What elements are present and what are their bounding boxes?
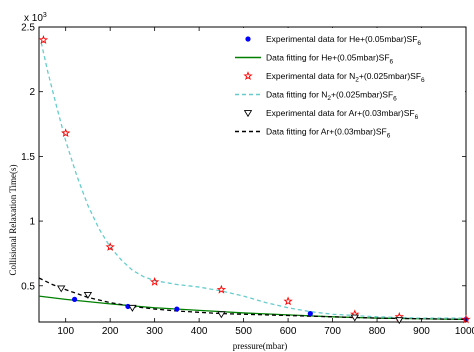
legend-entry-1: Data fitting for He+(0.05mbar)SF6 [266, 53, 394, 66]
x-tick-label-2: 300 [146, 326, 163, 337]
legend-background [231, 28, 465, 145]
x-tick-label-7: 800 [369, 326, 386, 337]
y-tick-label-3: 2 [29, 87, 35, 98]
y-axis-label: Collisional Relaxation Time(s) [8, 164, 18, 275]
legend-entry-3: Data fitting for N2+(0.025mbar)SF6 [266, 90, 397, 103]
data-point-2-0 [38, 35, 49, 44]
legend-marker-0 [245, 36, 251, 42]
y-tick-label-2: 1.5 [21, 152, 35, 163]
x-tick-label-0: 100 [57, 326, 74, 337]
y-tick-label-4: 2.5 [21, 23, 35, 34]
data-point-2-5 [283, 296, 293, 306]
data-point-4-3 [217, 311, 226, 319]
data-point-0-0 [71, 296, 78, 302]
x-tick-label-4: 500 [235, 326, 252, 337]
y-tick-label-0: 0.5 [21, 281, 35, 292]
x-tick-label-6: 700 [324, 326, 341, 337]
series-line-3 [40, 42, 466, 319]
data-point-4-1 [83, 291, 93, 299]
legend-entry-0: Experimental data for He+(0.05mbar)SF6 [266, 34, 421, 47]
y-tick-label-1: 1 [29, 217, 35, 228]
x-axis-label: pressure(mbar) [233, 341, 287, 351]
data-point-2-2 [105, 242, 115, 251]
data-point-4-2 [128, 304, 137, 312]
legend-entry-2: Experimental data for N2+(0.025mbar)SF6 [266, 71, 425, 84]
x-tick-label-1: 200 [102, 326, 119, 337]
data-point-2-1 [61, 128, 71, 138]
y-multiplier: x 103 [24, 12, 47, 24]
data-point-4-4 [350, 314, 360, 322]
data-point-4-5 [395, 317, 404, 325]
data-point-2-3 [149, 276, 160, 286]
legend-marker-4 [243, 110, 253, 118]
x-tick-label-3: 400 [191, 326, 208, 337]
x-tick-label-8: 900 [413, 326, 430, 337]
data-point-0-2 [174, 306, 180, 312]
x-tick-label-5: 600 [280, 326, 297, 337]
legend-entry-4: Experimental data for Ar+(0.03mbar)SF6 [266, 108, 419, 121]
data-point-0-3 [307, 310, 313, 317]
legend-entry-5: Data fitting for Ar+(0.03mbar)SF6 [266, 127, 391, 140]
data-point-4-0 [57, 285, 66, 293]
legend: Experimental data for He+(0.05mbar)SF6 Da… [231, 28, 465, 145]
legend-marker-2 [243, 71, 253, 80]
data-point-2-4 [216, 284, 227, 294]
